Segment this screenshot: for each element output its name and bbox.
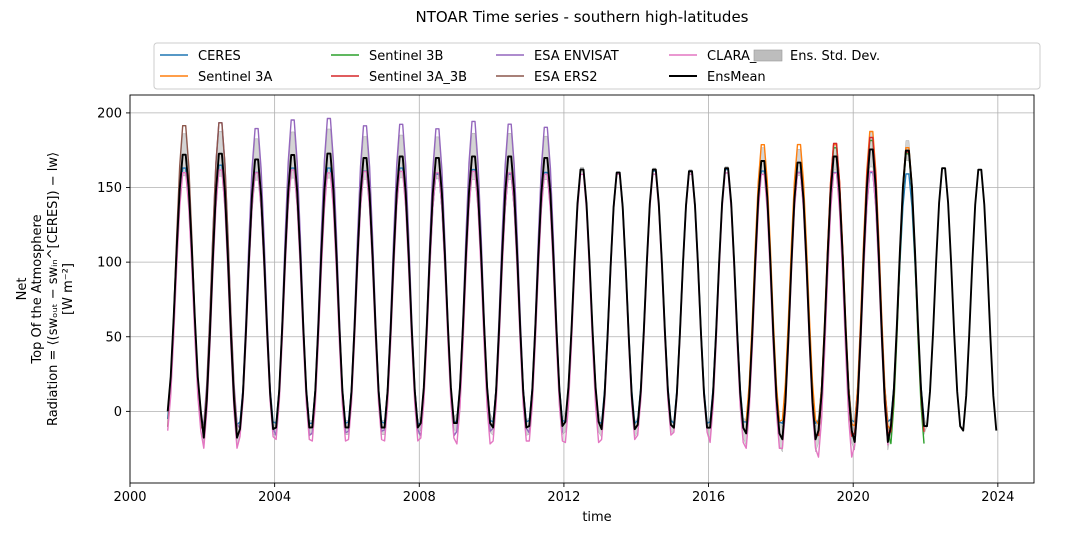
y-axis: 0 50 100 150 200 <box>97 106 130 420</box>
legend: CERES Sentinel 3A Sentinel 3B Sentinel 3A_3… <box>153 42 1041 90</box>
x-tick-label: 2008 <box>403 490 436 505</box>
legend-label: ESA ENVISAT <box>534 49 619 64</box>
y-axis-label-line-3: Radiation = ⟨(swₒᵤₜ − swᵢₙ^[CERES]) − lw… <box>46 152 61 426</box>
std-dev-band-area <box>167 128 997 453</box>
legend-label: Ens. Std. Dev. <box>790 49 880 64</box>
x-axis-label: time <box>582 510 611 525</box>
y-axis-label-line-2: Top Of the Atmosphere <box>30 214 45 364</box>
chart-title: NTOAR Time series - southern high-latitu… <box>416 8 749 26</box>
std-dev-band <box>167 128 997 453</box>
series-line-ceres <box>167 164 925 426</box>
y-tick-label: 50 <box>105 330 122 345</box>
x-tick-label: 2004 <box>258 490 291 505</box>
x-tick-label: 2016 <box>692 490 725 505</box>
series-line-ensmean <box>166 148 998 443</box>
y-axis-label-line-1: Net <box>15 278 30 301</box>
x-tick-label: 2020 <box>837 490 870 505</box>
x-tick-label: 2000 <box>113 490 146 505</box>
legend-item: ESA ENVISAT <box>496 49 619 64</box>
series-group <box>166 117 998 458</box>
legend-label: Sentinel 3B <box>369 49 443 64</box>
legend-swatch <box>753 49 783 62</box>
legend-box <box>153 42 1041 90</box>
series-line-sentinel-3b <box>817 139 925 445</box>
series-line-sentinel-3a-3b <box>817 136 925 437</box>
x-axis: 2000 2004 2008 2012 2016 2020 2024 <box>113 483 1014 505</box>
legend-label: Sentinel 3A_3B <box>369 70 467 85</box>
y-axis-label-line-4: [W m⁻²] <box>61 263 76 315</box>
legend-item: Sentinel 3A_3B <box>331 70 467 85</box>
y-axis-label: Net Top Of the Atmosphere Radiation = ⟨(… <box>15 152 76 426</box>
y-tick-label: 150 <box>97 181 122 196</box>
series-line-sentinel-3a <box>745 130 925 431</box>
legend-item: Sentinel 3A <box>160 70 272 85</box>
legend-label: ESA ERS2 <box>534 70 598 85</box>
legend-item: Ens. Std. Dev. <box>753 49 880 64</box>
y-tick-label: 100 <box>97 256 122 271</box>
legend-item: ESA ERS2 <box>496 70 598 85</box>
legend-label: CERES <box>198 49 241 64</box>
plot-area-frame <box>129 94 1035 484</box>
legend-label: EnsMean <box>707 70 766 85</box>
legend-item: CERES <box>160 49 241 64</box>
x-tick-label: 2024 <box>981 490 1014 505</box>
legend-item: Sentinel 3B <box>331 49 443 64</box>
legend-label: Sentinel 3A <box>198 70 272 85</box>
legend-item: EnsMean <box>669 70 766 85</box>
y-tick-label: 0 <box>114 405 122 420</box>
x-tick-label: 2012 <box>547 490 580 505</box>
series-line-esa-ers2 <box>167 122 238 431</box>
y-tick-label: 200 <box>97 106 122 121</box>
series-line-esa-envisat <box>203 117 564 437</box>
series-line-clara-a3 <box>167 169 889 458</box>
